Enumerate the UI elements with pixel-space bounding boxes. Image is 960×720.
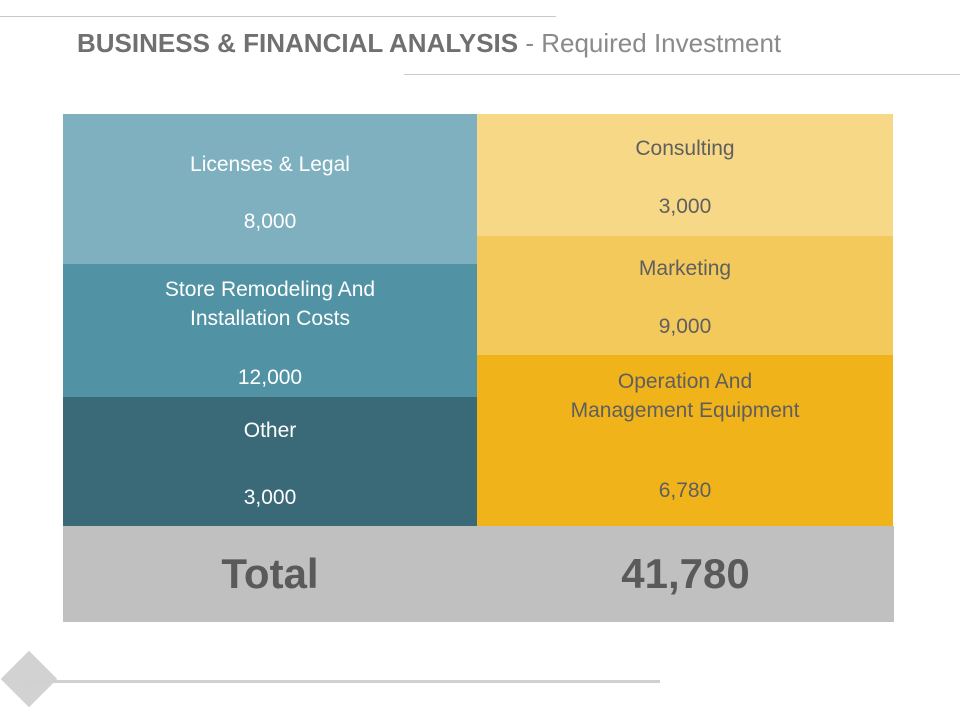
block-value: 12,000: [237, 366, 303, 389]
total-value: 41,780: [621, 550, 750, 597]
diamond-decoration: [0, 650, 58, 708]
top-divider-right: [404, 74, 960, 75]
block-consulting: Consulting 3,000: [477, 114, 893, 236]
page-title: BUSINESS & FINANCIAL ANALYSIS - Required…: [77, 28, 781, 59]
block-label-line1: Operation And: [617, 370, 753, 393]
block-value: 3,000: [243, 486, 297, 509]
block-other: Other 3,000: [63, 397, 477, 526]
block-label-line2: Installation Costs: [190, 307, 350, 330]
block-label-line1: Store Remodeling And: [164, 278, 376, 301]
title-main: BUSINESS & FINANCIAL ANALYSIS: [77, 28, 519, 58]
title-subtitle: Required Investment: [541, 28, 782, 58]
block-label: Marketing: [638, 257, 732, 280]
block-label: Other: [243, 419, 297, 442]
block-label: Consulting: [635, 137, 735, 160]
block-label-line2: Management Equipment: [570, 399, 800, 422]
title-separator: -: [518, 28, 542, 58]
block-value: 3,000: [658, 195, 712, 218]
block-value: 9,000: [658, 315, 712, 338]
bottom-divider: [30, 680, 660, 683]
block-value: 6,780: [658, 479, 712, 502]
block-licenses-legal: Licenses & Legal 8,000: [63, 114, 477, 264]
block-label: Licenses & Legal: [190, 153, 350, 176]
block-marketing: Marketing 9,000: [477, 236, 893, 355]
top-divider-left: [0, 16, 556, 17]
block-value: 8,000: [243, 210, 297, 233]
total-row: Total 41,780: [63, 526, 894, 622]
block-store-remodeling: Store Remodeling And Installation Costs …: [63, 264, 477, 397]
block-operation-management: Operation And Management Equipment 6,780: [477, 355, 893, 526]
total-label: Total: [221, 550, 319, 597]
